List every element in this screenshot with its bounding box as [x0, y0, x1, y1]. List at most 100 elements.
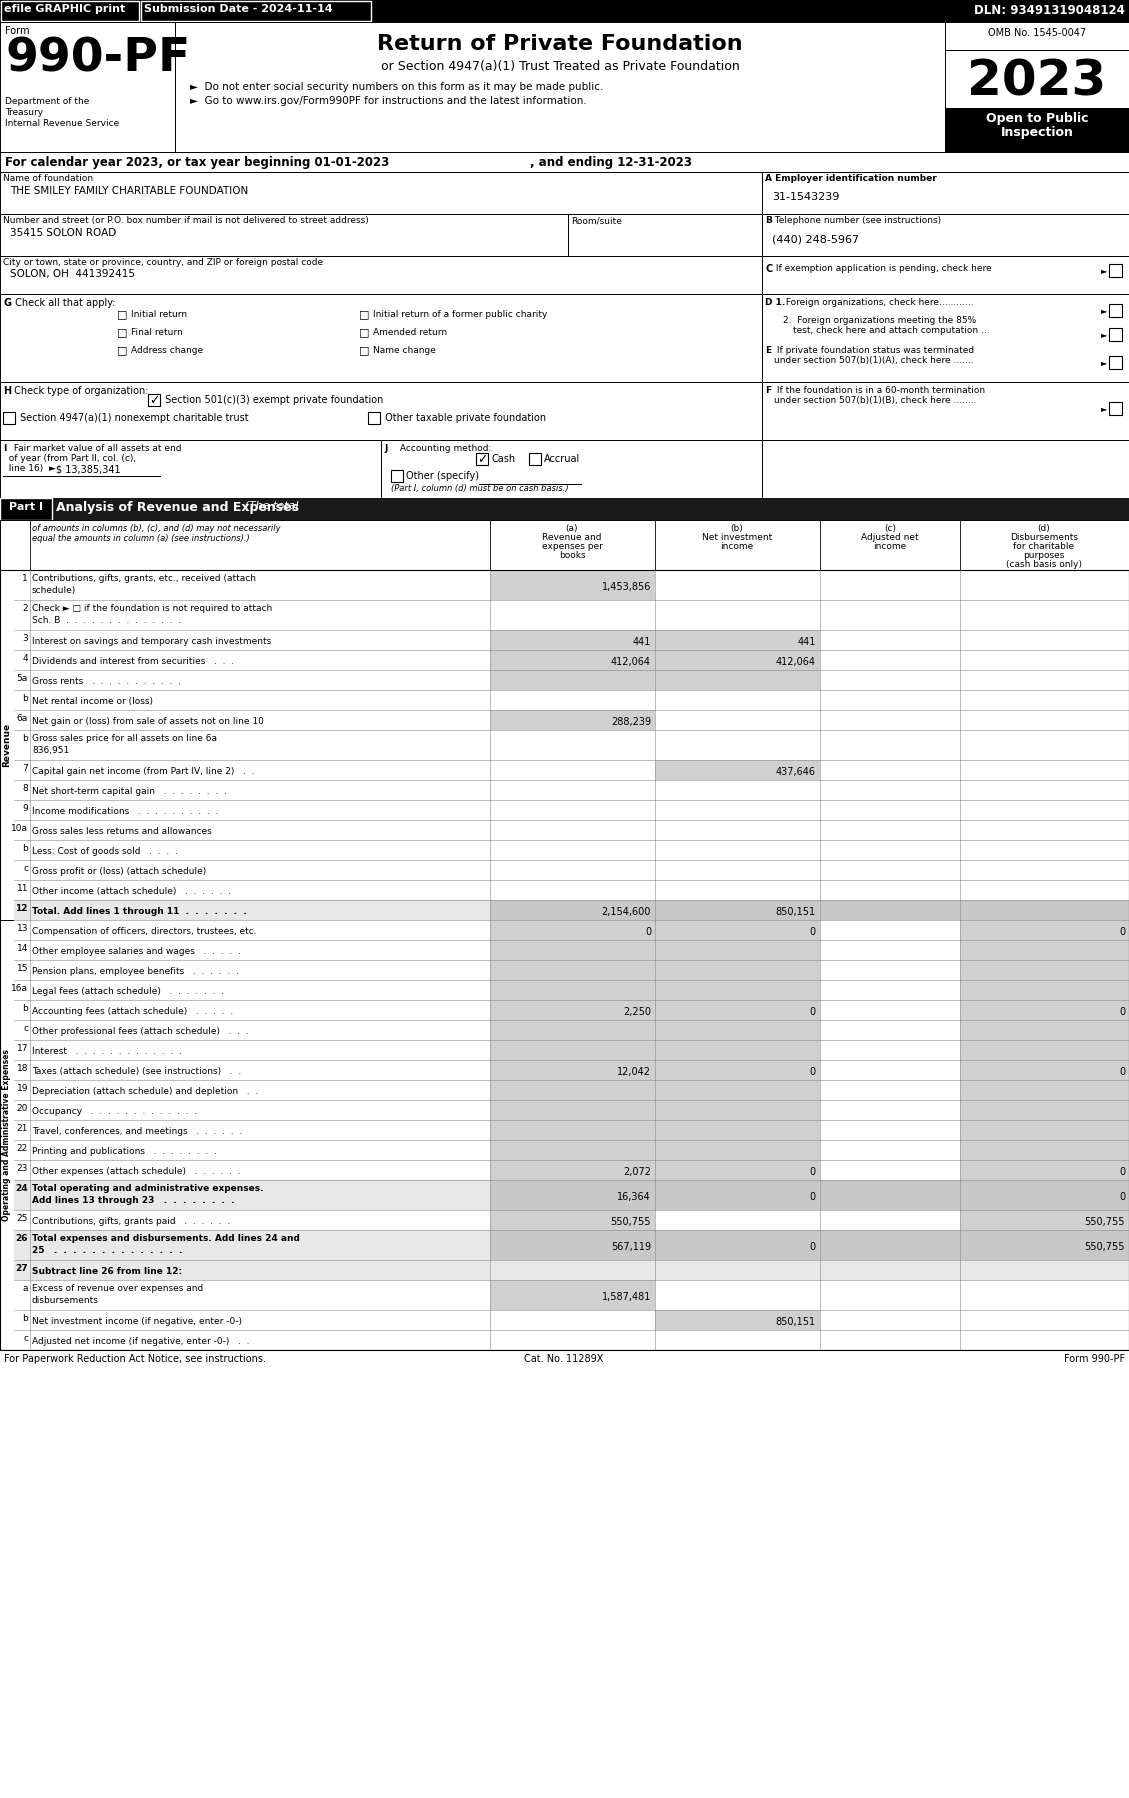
Text: Foreign organizations, check here............: Foreign organizations, check here.......… — [784, 298, 973, 307]
Text: 0: 0 — [1119, 1192, 1124, 1203]
Text: Part I: Part I — [9, 502, 43, 512]
Text: D 1.: D 1. — [765, 298, 786, 307]
Text: Treasury: Treasury — [5, 108, 43, 117]
Text: , and ending 12-31-2023: , and ending 12-31-2023 — [530, 156, 692, 169]
Text: Department of the: Department of the — [5, 97, 89, 106]
Text: 850,151: 850,151 — [776, 906, 816, 917]
Text: under section 507(b)(1)(A), check here .......: under section 507(b)(1)(A), check here .… — [774, 356, 973, 365]
Bar — [0, 153, 1129, 173]
Text: If private foundation status was terminated: If private foundation status was termina… — [774, 345, 974, 354]
Bar — [655, 960, 820, 980]
Text: 25   .  .  .  .  .  .  .  .  .  .  .  .  .  .: 25 . . . . . . . . . . . . . . — [32, 1246, 183, 1255]
Text: line 16)  ►: line 16) ► — [3, 464, 55, 473]
Text: 11: 11 — [17, 885, 28, 894]
Text: OMB No. 1545-0047: OMB No. 1545-0047 — [988, 29, 1086, 38]
Text: Other professional fees (attach schedule)   .  .  .: Other professional fees (attach schedule… — [32, 1027, 248, 1036]
Bar — [490, 671, 655, 690]
Text: 13: 13 — [17, 924, 28, 933]
Text: For calendar year 2023, or tax year beginning 01-01-2023: For calendar year 2023, or tax year begi… — [5, 156, 390, 169]
Bar — [655, 1081, 820, 1100]
Text: 437,646: 437,646 — [776, 768, 816, 777]
Text: 10a: 10a — [11, 823, 28, 832]
Text: Other (specify): Other (specify) — [406, 471, 479, 482]
Bar — [655, 1019, 820, 1039]
Bar — [490, 1179, 655, 1210]
Bar — [960, 1000, 1129, 1019]
Text: Net short-term capital gain   .  .  .  .  .  .  .  .: Net short-term capital gain . . . . . . … — [32, 788, 227, 797]
Bar — [14, 1160, 1129, 1179]
Bar — [490, 651, 655, 671]
Bar — [490, 1160, 655, 1179]
Text: 0: 0 — [809, 1066, 816, 1077]
Text: Accounting fees (attach schedule)   .  .  .  .  .: Accounting fees (attach schedule) . . . … — [32, 1007, 234, 1016]
Text: 16a: 16a — [11, 984, 28, 992]
Bar — [960, 1061, 1129, 1081]
Text: expenses per: expenses per — [542, 541, 603, 550]
Bar — [14, 1120, 1129, 1140]
Text: Occupancy   .  .  .  .  .  .  .  .  .  .  .  .  .: Occupancy . . . . . . . . . . . . . — [32, 1108, 198, 1117]
Bar — [14, 820, 1129, 840]
Text: 2.  Foreign organizations meeting the 85%: 2. Foreign organizations meeting the 85% — [784, 316, 977, 325]
Text: 836,951: 836,951 — [32, 746, 69, 755]
Bar — [762, 255, 1129, 295]
Text: Internal Revenue Service: Internal Revenue Service — [5, 119, 120, 128]
Bar — [960, 1140, 1129, 1160]
Bar — [655, 940, 820, 960]
Bar — [960, 940, 1129, 960]
Bar — [148, 394, 160, 406]
Bar — [0, 570, 14, 921]
Text: Subtract line 26 from line 12:: Subtract line 26 from line 12: — [32, 1268, 182, 1277]
Text: □: □ — [117, 345, 128, 354]
Text: ►: ► — [1101, 358, 1108, 367]
Text: b: b — [23, 1314, 28, 1323]
Text: Total expenses and disbursements. Add lines 24 and: Total expenses and disbursements. Add li… — [32, 1233, 300, 1242]
Bar — [655, 1311, 820, 1331]
Text: Net rental income or (loss): Net rental income or (loss) — [32, 698, 154, 707]
Text: Section 4947(a)(1) nonexempt charitable trust: Section 4947(a)(1) nonexempt charitable … — [17, 414, 248, 423]
Text: Contributions, gifts, grants, etc., received (attach: Contributions, gifts, grants, etc., rece… — [32, 574, 256, 583]
Bar — [762, 441, 1129, 498]
Bar — [960, 1179, 1129, 1210]
Text: Number and street (or P.O. box number if mail is not delivered to street address: Number and street (or P.O. box number if… — [3, 216, 369, 225]
Text: Form: Form — [5, 25, 29, 36]
Text: THE SMILEY FAMILY CHARITABLE FOUNDATION: THE SMILEY FAMILY CHARITABLE FOUNDATION — [10, 185, 248, 196]
Bar — [655, 1061, 820, 1081]
Bar — [14, 651, 1129, 671]
Text: Address change: Address change — [131, 345, 203, 354]
Bar — [490, 1120, 655, 1140]
Text: Net investment: Net investment — [702, 532, 772, 541]
Bar — [14, 730, 1129, 761]
Bar — [960, 980, 1129, 1000]
Text: Check type of organization:: Check type of organization: — [11, 387, 149, 396]
Text: 1,453,856: 1,453,856 — [602, 583, 651, 592]
Text: ►  Go to www.irs.gov/Form990PF for instructions and the latest information.: ► Go to www.irs.gov/Form990PF for instru… — [190, 95, 587, 106]
Bar — [960, 1019, 1129, 1039]
Text: Accrual: Accrual — [544, 455, 580, 464]
Text: disbursements: disbursements — [32, 1296, 99, 1305]
Text: Amended return: Amended return — [373, 327, 447, 336]
Text: (The total: (The total — [240, 502, 298, 511]
Text: SOLON, OH  441392415: SOLON, OH 441392415 — [10, 270, 135, 279]
Bar — [14, 671, 1129, 690]
Text: test, check here and attach computation ...: test, check here and attach computation … — [793, 325, 990, 334]
Text: C: C — [765, 264, 772, 273]
Text: 16,364: 16,364 — [618, 1192, 651, 1203]
Text: (cash basis only): (cash basis only) — [1006, 559, 1082, 568]
Text: Contributions, gifts, grants paid   .  .  .  .  .  .: Contributions, gifts, grants paid . . . … — [32, 1217, 230, 1226]
Text: 850,151: 850,151 — [776, 1316, 816, 1327]
Text: 2: 2 — [23, 604, 28, 613]
Text: If exemption application is pending, check here: If exemption application is pending, che… — [773, 264, 991, 273]
Text: ►: ► — [1101, 306, 1108, 315]
Bar — [14, 761, 1129, 780]
Text: Taxes (attach schedule) (see instructions)   .  .: Taxes (attach schedule) (see instruction… — [32, 1066, 242, 1075]
Bar — [655, 1140, 820, 1160]
Bar — [490, 1210, 655, 1230]
Text: 0: 0 — [1119, 1167, 1124, 1178]
Bar — [1109, 327, 1122, 342]
Text: G: G — [3, 298, 11, 307]
Bar — [0, 1350, 1129, 1368]
Text: DLN: 93491319048124: DLN: 93491319048124 — [974, 4, 1124, 16]
Text: c: c — [23, 1025, 28, 1034]
Bar — [490, 1100, 655, 1120]
Text: If the foundation is in a 60-month termination: If the foundation is in a 60-month termi… — [774, 387, 986, 396]
